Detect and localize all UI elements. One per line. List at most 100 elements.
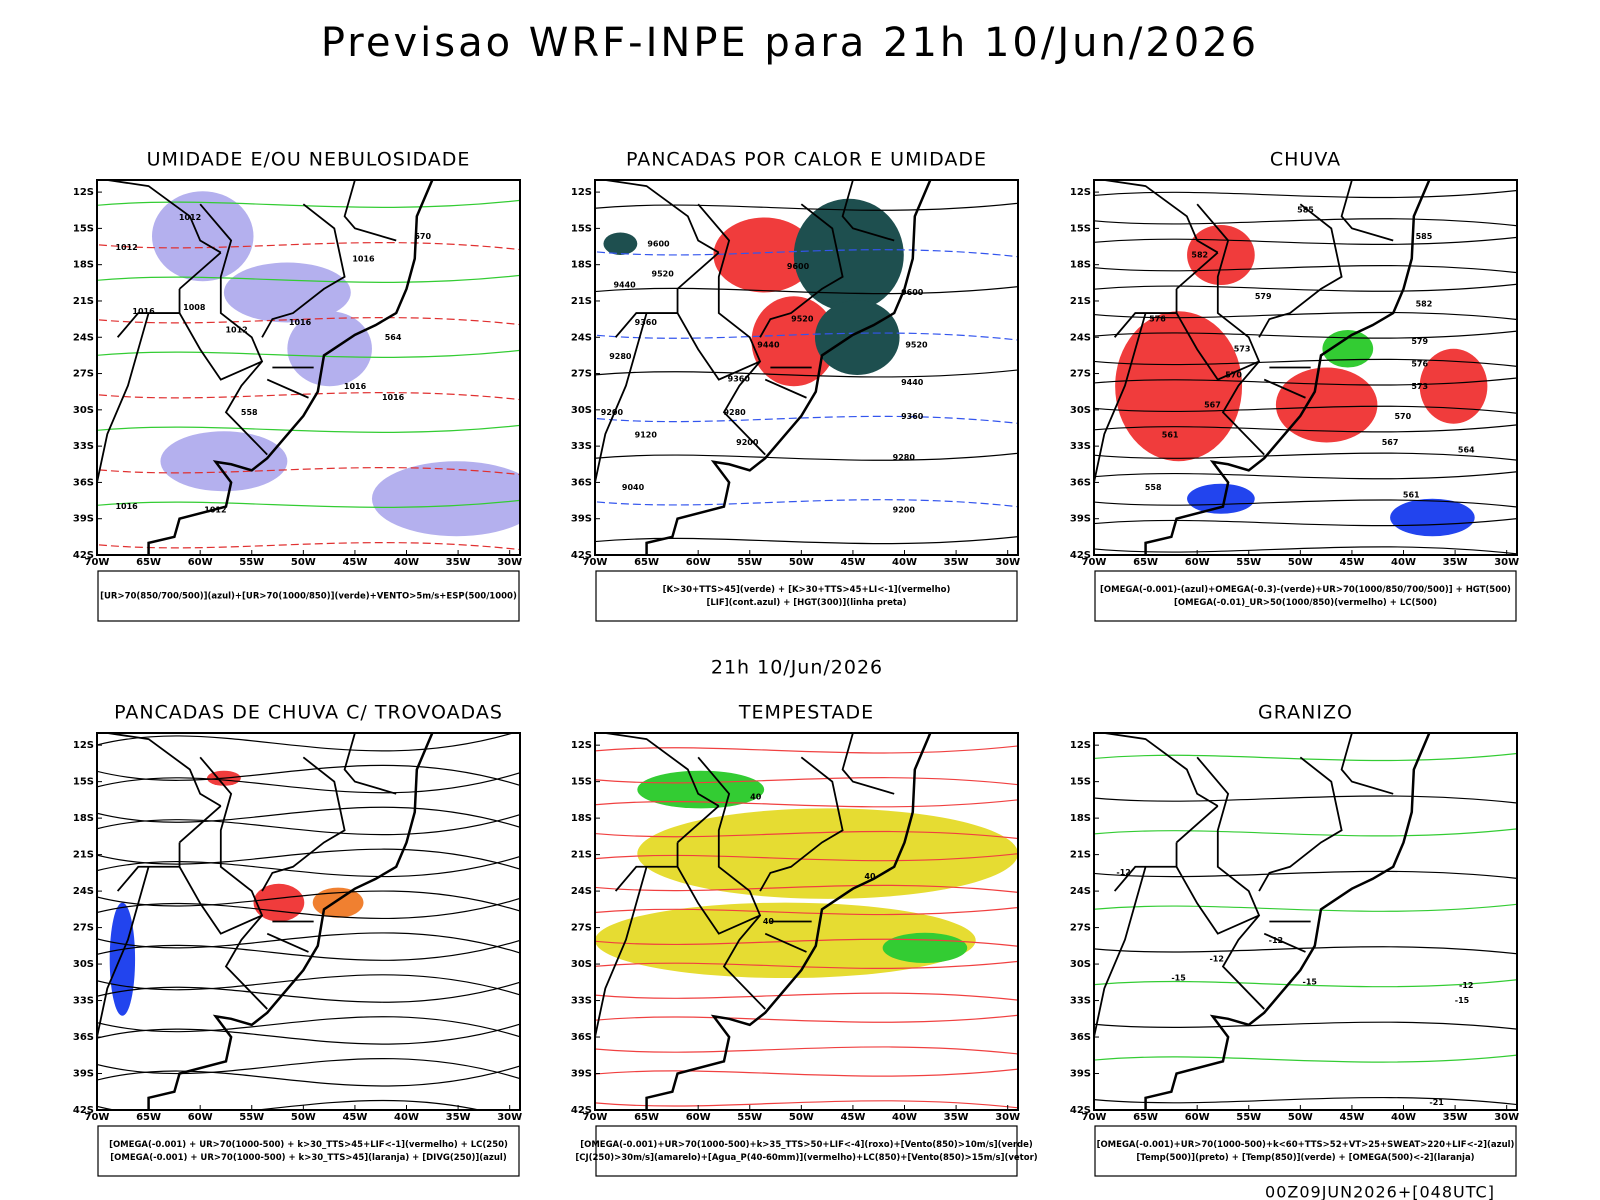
- lon-label: 50W: [789, 557, 814, 568]
- lon-label: 65W: [634, 1112, 659, 1123]
- contour-line: [1094, 265, 1517, 274]
- border: [1175, 805, 1219, 844]
- panel-title: CHUVA: [1270, 149, 1341, 171]
- coastline: [1144, 733, 1431, 1110]
- weather-area: [1322, 330, 1374, 368]
- lon-label: 45W: [342, 1112, 367, 1123]
- border: [97, 866, 150, 1050]
- lat-label: 42S: [1070, 1105, 1091, 1116]
- legend-text: [OMEGA(-0.001)-(azul)+OMEGA(-0.3)-(verde…: [1100, 585, 1511, 595]
- map-frame: [1093, 732, 1518, 1111]
- lat-label: 30S: [73, 405, 94, 416]
- contour-label: 561: [1162, 431, 1179, 440]
- lat-label: 12S: [571, 740, 592, 751]
- border: [614, 842, 679, 892]
- border: [266, 378, 309, 399]
- panel-title: PANCADAS POR CALOR E UMIDADE: [626, 149, 987, 171]
- lon-label: 70W: [1082, 557, 1107, 568]
- lon-label: 40W: [1391, 557, 1416, 568]
- legend-text: [LIF](cont.azul) + [HGT(300)](linha pret…: [706, 598, 906, 608]
- contour-label: 570: [1225, 371, 1242, 380]
- lat-label: 18S: [571, 260, 592, 271]
- contour-line: [595, 799, 1018, 808]
- contour-label: 1016: [115, 502, 138, 511]
- border: [1104, 180, 1219, 254]
- lon-label: 35W: [944, 1112, 969, 1123]
- contour-label: 1016: [344, 382, 367, 391]
- contour-line: [1094, 311, 1517, 321]
- border: [1175, 866, 1260, 935]
- weather-area: [109, 902, 136, 1016]
- panel-title: UMIDADE E/OU NEBULOSIDADE: [147, 149, 471, 171]
- contour-line: [97, 274, 520, 283]
- lon-label: 35W: [446, 1112, 471, 1123]
- lat-label: 27S: [571, 369, 592, 380]
- lon-label: 35W: [446, 557, 471, 568]
- weather-area: [713, 217, 815, 293]
- border: [841, 733, 895, 795]
- legend-text: [OMEGA(-0.001)+UR>70(1000-500)+k>35_TTS>…: [580, 1140, 1033, 1150]
- lat-label: 24S: [1070, 332, 1091, 343]
- contour-line: [595, 1100, 1018, 1109]
- contour-line: [1094, 1021, 1517, 1030]
- border: [343, 180, 397, 242]
- lon-label: 45W: [840, 557, 865, 568]
- contour-line: [1094, 1096, 1517, 1106]
- contour-label: 576: [1149, 314, 1166, 323]
- lon-label: 70W: [583, 557, 608, 568]
- legend-text: [Temp(500)](preto) + [Temp(850)](verde) …: [1136, 1153, 1474, 1163]
- lon-label: 35W: [1443, 557, 1468, 568]
- contour-line: [1094, 405, 1517, 414]
- contour-label: 567: [1204, 401, 1221, 410]
- contour-line: [1094, 946, 1517, 955]
- border: [1263, 378, 1306, 399]
- contour-line: [595, 249, 1018, 258]
- lon-label: 65W: [634, 557, 659, 568]
- lon-label: 30W: [497, 557, 522, 568]
- contour-line: [1094, 189, 1517, 199]
- border: [261, 756, 346, 892]
- contour-label: 9520: [652, 269, 675, 278]
- border: [676, 251, 720, 290]
- legend-text: [OMEGA(-0.001) + UR>70(1000-500) + k>30_…: [110, 1153, 507, 1163]
- coastline: [1144, 180, 1431, 555]
- contour-line: [97, 1023, 520, 1045]
- lat-label: 30S: [1070, 959, 1091, 970]
- border: [1094, 312, 1147, 496]
- lon-label: 30W: [995, 557, 1020, 568]
- contour-line: [1094, 1054, 1517, 1063]
- lon-label: 55W: [239, 557, 264, 568]
- map-panel: 1012 1012 1016 1008 1016 1012 1016 1016 1016 1012…: [97, 180, 520, 555]
- lat-label: 21S: [73, 296, 94, 307]
- border: [1094, 866, 1147, 1050]
- border: [178, 312, 263, 381]
- lat-label: 36S: [1070, 477, 1091, 488]
- legend-box: [97, 1125, 520, 1177]
- contour-line: [97, 855, 520, 878]
- lon-label: 40W: [892, 1112, 917, 1123]
- lat-label: 21S: [571, 850, 592, 861]
- contour-line: [97, 771, 520, 794]
- legend-text: [OMEGA(-0.001) + UR>70(1000-500) + k>30_…: [109, 1140, 508, 1150]
- contour-label: 9280: [893, 453, 916, 462]
- weather-area: [1419, 348, 1488, 424]
- panel-title: TEMPESTADE: [738, 702, 874, 724]
- lon-label: 65W: [1133, 557, 1158, 568]
- contour-line: [595, 830, 1018, 840]
- contour-line: [1094, 903, 1517, 912]
- legend-box: [595, 1125, 1018, 1177]
- contour-label: 558: [241, 408, 258, 417]
- contour-label: 1016: [382, 393, 405, 402]
- main-title: Previsao WRF-INPE para 21h 10/Jun/2026: [321, 20, 1259, 66]
- contour-label: -12: [1459, 981, 1473, 990]
- contour-line: [1094, 452, 1517, 461]
- border: [1104, 733, 1219, 807]
- border: [595, 866, 648, 1050]
- lon-label: 60W: [1185, 557, 1210, 568]
- contour-label: 9600: [647, 239, 670, 248]
- border: [676, 312, 761, 381]
- contour-label: 558: [1145, 483, 1162, 492]
- contour-line: [97, 199, 520, 208]
- lat-label: 27S: [73, 923, 94, 934]
